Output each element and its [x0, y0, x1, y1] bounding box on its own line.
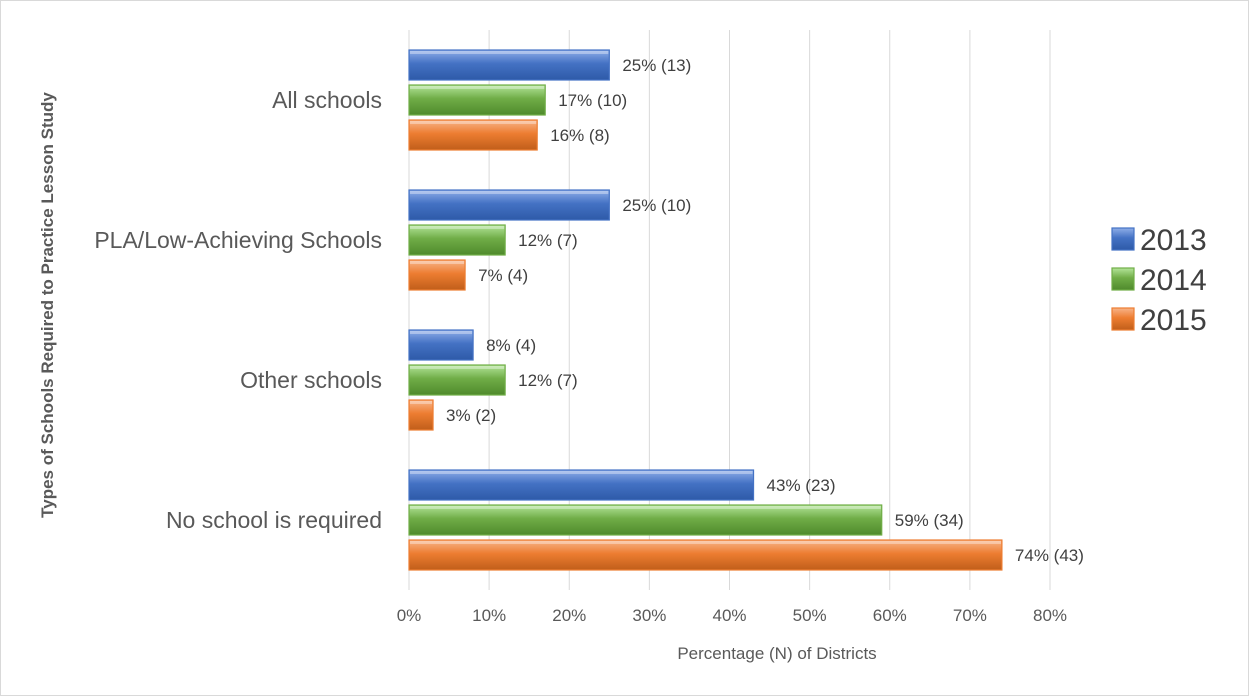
- bar-highlight-2013-other-schools: [410, 331, 473, 334]
- data-label-2015-pla-low-achieving-schools: 7% (4): [478, 266, 528, 285]
- category-label-other-schools: Other schools: [240, 367, 382, 393]
- bar-highlight-2014-all-schools: [410, 86, 545, 89]
- bar-2013-all-schools: [408, 49, 610, 81]
- bar-2015-all-schools: [408, 119, 538, 151]
- bar-2013-other-schools: [408, 329, 474, 361]
- data-label-2014-pla-low-achieving-schools: 12% (7): [518, 231, 578, 250]
- x-axis-title: Percentage (N) of Districts: [677, 644, 876, 663]
- bar-2014-all-schools: [408, 84, 546, 116]
- x-tick-label: 40%: [712, 606, 746, 625]
- bar-2015-other-schools: [408, 399, 434, 431]
- data-label-2014-all-schools: 17% (10): [558, 91, 627, 110]
- category-label-no-school-is-required: No school is required: [166, 507, 382, 533]
- bar-2014-pla-low-achieving-schools: [408, 224, 506, 256]
- legend: 2013 2014 2015: [1111, 224, 1207, 337]
- data-label-2013-no-school-is-required: 43% (23): [767, 476, 836, 495]
- legend-label-2013: 2013: [1140, 224, 1207, 257]
- bar-highlight-2014-other-schools: [410, 366, 505, 369]
- data-label-2013-pla-low-achieving-schools: 25% (10): [622, 196, 691, 215]
- x-tick-label: 60%: [873, 606, 907, 625]
- bar-highlight-2015-other-schools: [410, 401, 433, 404]
- bar-highlight-2015-pla-low-achieving-schools: [410, 261, 465, 264]
- data-label-2014-no-school-is-required: 59% (34): [895, 511, 964, 530]
- data-label-2015-other-schools: 3% (2): [446, 406, 496, 425]
- category-labels: All schools PLA/Low-Achieving Schools Othe…: [94, 87, 382, 533]
- legend-swatch-2015: [1111, 307, 1135, 331]
- data-label-2015-no-school-is-required: 74% (43): [1015, 546, 1084, 565]
- x-tick-label: 30%: [632, 606, 666, 625]
- data-label-2015-all-schools: 16% (8): [550, 126, 610, 145]
- legend-label-2014: 2014: [1140, 264, 1207, 297]
- bar-highlight-2014-pla-low-achieving-schools: [410, 226, 505, 229]
- bar-highlight-2013-no-school-is-required: [410, 471, 753, 474]
- bar-2015-no-school-is-required: [408, 539, 1003, 571]
- bar-2014-no-school-is-required: [408, 504, 883, 536]
- bar-highlight-2014-no-school-is-required: [410, 506, 881, 509]
- bar-highlight-2015-all-schools: [410, 121, 537, 124]
- x-tick-label: 10%: [472, 606, 506, 625]
- bar-2013-no-school-is-required: [408, 469, 755, 501]
- data-labels: 25% (13) 17% (10) 16% (8) 25% (10) 12% (7) 7%…: [446, 56, 1084, 565]
- x-tick-label: 70%: [953, 606, 987, 625]
- legend-swatch-2014: [1111, 267, 1135, 291]
- x-tick-label: 0%: [397, 606, 422, 625]
- category-label-all-schools: All schools: [272, 87, 382, 113]
- bar-2015-pla-low-achieving-schools: [408, 259, 466, 291]
- bar-2013-pla-low-achieving-schools: [408, 189, 610, 221]
- legend-swatch-2013: [1111, 227, 1135, 251]
- data-label-2013-all-schools: 25% (13): [622, 56, 691, 75]
- bar-highlight-2013-all-schools: [410, 51, 609, 54]
- x-tick-labels: 0% 10% 20% 30% 40% 50% 60% 70% 80%: [397, 606, 1067, 625]
- bar-highlight-2015-no-school-is-required: [410, 541, 1001, 544]
- bars: [408, 49, 1003, 571]
- y-axis-title: Types of Schools Required to Practice Le…: [38, 92, 57, 518]
- x-tick-label: 20%: [552, 606, 586, 625]
- x-tick-label: 50%: [793, 606, 827, 625]
- x-tick-label: 80%: [1033, 606, 1067, 625]
- data-label-2013-other-schools: 8% (4): [486, 336, 536, 355]
- bar-2014-other-schools: [408, 364, 506, 396]
- legend-label-2015: 2015: [1140, 304, 1207, 337]
- category-label-pla-low-achieving-schools: PLA/Low-Achieving Schools: [94, 227, 382, 253]
- data-label-2014-other-schools: 12% (7): [518, 371, 578, 390]
- bar-highlight-2013-pla-low-achieving-schools: [410, 191, 609, 194]
